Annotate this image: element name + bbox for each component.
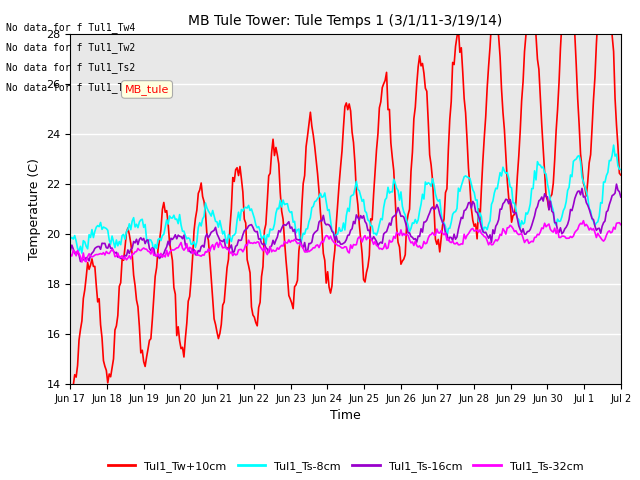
Tul1_Ts-8cm (460, 174, 468, 180)
Tul1_Ts-8cm (67, 236, 74, 241)
Text: No data for f Tul1_Tw2: No data for f Tul1_Tw2 (6, 42, 136, 53)
Tul1_Tw+10cm (617, 172, 625, 178)
Tul1_Ts-16cm (351, 221, 359, 227)
Line: Tul1_Ts-16cm: Tul1_Ts-16cm (70, 184, 621, 262)
Tul1_Ts-16cm (86, 252, 94, 258)
Tul1_Ts-32cm (104, 250, 111, 256)
Text: No data for f Tul1_Ts5: No data for f Tul1_Ts5 (6, 82, 136, 93)
Tul1_Ts-32cm (351, 242, 359, 248)
Tul1_Tw+10cm (616, 170, 623, 176)
Tul1_Ts-16cm (460, 208, 468, 214)
Tul1_Ts-8cm (610, 142, 618, 148)
Tul1_Ts-8cm (104, 228, 111, 233)
Tul1_Ts-8cm (351, 186, 359, 192)
Tul1_Ts-32cm (460, 231, 468, 237)
Tul1_Ts-16cm (67, 248, 74, 253)
Tul1_Ts-32cm (542, 224, 550, 229)
Tul1_Ts-16cm (617, 194, 625, 200)
Title: MB Tule Tower: Tule Temps 1 (3/1/11-3/19/14): MB Tule Tower: Tule Temps 1 (3/1/11-3/19… (188, 14, 503, 28)
Line: Tul1_Tw+10cm: Tul1_Tw+10cm (70, 0, 621, 392)
Line: Tul1_Ts-8cm: Tul1_Ts-8cm (70, 145, 621, 253)
Text: No data for f Tul1_Ts2: No data for f Tul1_Ts2 (6, 62, 136, 73)
Tul1_Ts-8cm (616, 167, 623, 172)
Tul1_Ts-16cm (77, 259, 84, 264)
Tul1_Tw+10cm (86, 263, 94, 268)
Tul1_Ts-32cm (617, 222, 625, 228)
Tul1_Tw+10cm (68, 389, 76, 395)
Tul1_Ts-32cm (616, 220, 623, 226)
Tul1_Ts-16cm (104, 245, 111, 251)
Tul1_Ts-16cm (542, 193, 550, 199)
Tul1_Tw+10cm (542, 193, 550, 199)
Tul1_Tw+10cm (104, 380, 111, 386)
Tul1_Ts-32cm (67, 252, 74, 257)
Tul1_Ts-8cm (86, 235, 94, 240)
Tul1_Ts-32cm (78, 259, 86, 265)
Y-axis label: Temperature (C): Temperature (C) (28, 158, 41, 260)
Tul1_Ts-16cm (616, 189, 623, 194)
Tul1_Ts-8cm (78, 250, 86, 256)
Text: No data for f Tul1_Tw4: No data for f Tul1_Tw4 (6, 22, 136, 33)
Tul1_Ts-32cm (86, 253, 94, 259)
Tul1_Tw+10cm (351, 160, 359, 166)
Line: Tul1_Ts-32cm: Tul1_Ts-32cm (70, 221, 621, 262)
Tul1_Ts-32cm (580, 218, 588, 224)
Tul1_Tw+10cm (460, 96, 468, 101)
X-axis label: Time: Time (330, 409, 361, 422)
Tul1_Tw+10cm (67, 383, 74, 388)
Tul1_Ts-16cm (612, 181, 620, 187)
Text: MB_tule: MB_tule (125, 84, 169, 95)
Tul1_Ts-8cm (542, 171, 550, 177)
Legend: Tul1_Tw+10cm, Tul1_Ts-8cm, Tul1_Ts-16cm, Tul1_Ts-32cm: Tul1_Tw+10cm, Tul1_Ts-8cm, Tul1_Ts-16cm,… (103, 457, 588, 477)
Tul1_Ts-8cm (617, 167, 625, 172)
